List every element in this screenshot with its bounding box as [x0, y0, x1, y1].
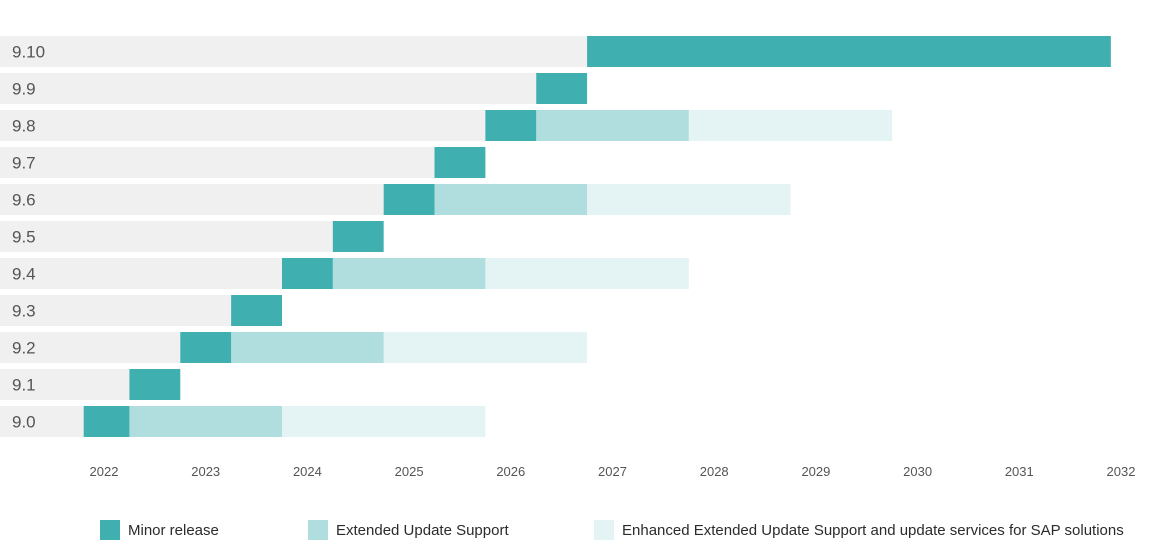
row-background-bar: [0, 184, 384, 215]
timeline-bar: [281, 258, 333, 289]
timeline-bar: [332, 221, 384, 252]
row-background-bar: [0, 295, 232, 326]
row-background-bar: [0, 73, 537, 104]
version-label: 9.9: [12, 80, 36, 99]
timeline-bar: [383, 184, 435, 215]
chart-plot: 9.10 9.9 9.8 9.7 9.6 9.5 9.4 9.3 9.2 9.1 9.0 2022 20…: [0, 36, 1136, 479]
row-background-bar: [0, 110, 486, 141]
version-label: 9.0: [12, 413, 36, 432]
version-label: 9.2: [12, 339, 36, 358]
row-background-bar: [0, 369, 130, 400]
timeline-bar: [180, 332, 232, 363]
timeline-bar: [434, 184, 588, 215]
timeline-bar: [281, 406, 486, 437]
row-background-bar: [0, 221, 333, 252]
legend-swatch-enhanced-eus-sap: [594, 520, 614, 540]
row-background-bar: [0, 332, 181, 363]
timeline-bar: [83, 406, 130, 437]
timeline-bar: [536, 110, 689, 141]
row-background-bar: [0, 147, 435, 178]
chart-legend: Minor release Extended Update Support En…: [0, 520, 1170, 544]
x-tick-label: 2025: [395, 464, 424, 479]
version-label: 9.5: [12, 228, 36, 247]
timeline-bar: [434, 147, 486, 178]
timeline-bar: [688, 110, 893, 141]
row-background-bar: [0, 406, 84, 437]
legend-swatch-extended-update-support: [308, 520, 328, 540]
version-label: 9.4: [12, 265, 36, 284]
timeline-bar: [536, 73, 588, 104]
timeline-bar: [485, 258, 689, 289]
timeline-bar: [129, 369, 181, 400]
timeline-bar: [485, 110, 537, 141]
version-label: 9.3: [12, 302, 36, 321]
row-background-bar: [0, 36, 588, 67]
timeline-bar: [383, 332, 588, 363]
x-tick-label: 2022: [90, 464, 119, 479]
x-tick-label: 2032: [1107, 464, 1136, 479]
version-label: 9.1: [12, 376, 36, 395]
timeline-bar: [231, 295, 282, 326]
legend-label-minor-release: Minor release: [128, 521, 219, 539]
x-tick-label: 2026: [496, 464, 525, 479]
x-tick-label: 2023: [191, 464, 220, 479]
x-tick-label: 2031: [1005, 464, 1034, 479]
legend-label-enhanced-eus-sap: Enhanced Extended Update Support and upd…: [622, 521, 1124, 539]
version-label: 9.8: [12, 117, 36, 136]
legend-item-enhanced-eus-sap: Enhanced Extended Update Support and upd…: [594, 520, 1124, 540]
legend-swatch-minor-release: [100, 520, 120, 540]
legend-label-extended-update-support: Extended Update Support: [336, 521, 509, 539]
timeline-bar: [587, 184, 791, 215]
row-background-bar: [0, 258, 282, 289]
timeline-bar: [129, 406, 282, 437]
timeline-bar: [231, 332, 384, 363]
legend-item-minor-release: Minor release: [100, 520, 219, 540]
x-tick-label: 2024: [293, 464, 322, 479]
x-tick-label: 2028: [700, 464, 729, 479]
timeline-bar: [332, 258, 486, 289]
x-tick-label: 2027: [598, 464, 627, 479]
x-tick-label: 2029: [801, 464, 830, 479]
x-tick-label: 2030: [903, 464, 932, 479]
version-label: 9.6: [12, 191, 36, 210]
timeline-bar: [587, 36, 1111, 67]
legend-item-extended-update-support: Extended Update Support: [308, 520, 509, 540]
version-label: 9.10: [12, 43, 45, 62]
version-label: 9.7: [12, 154, 36, 173]
